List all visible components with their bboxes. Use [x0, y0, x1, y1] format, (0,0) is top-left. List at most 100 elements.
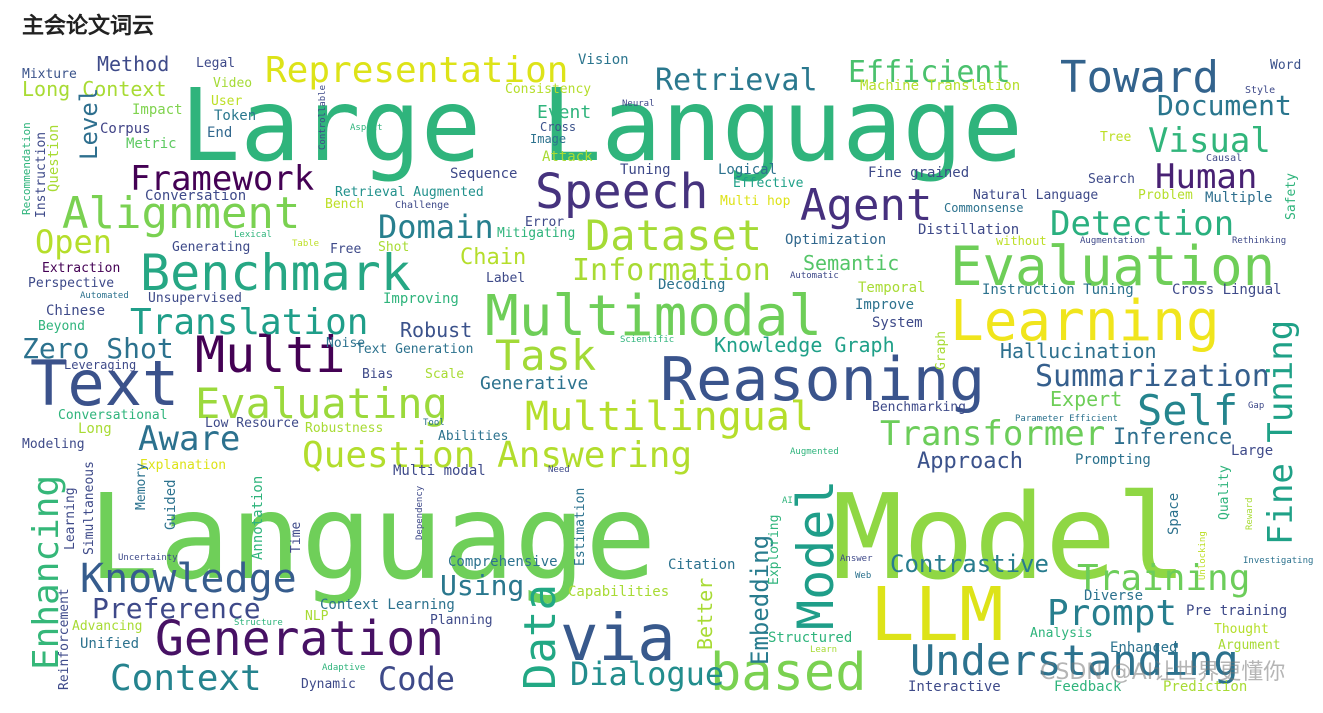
cloud-word: Error [525, 215, 564, 230]
cloud-word: Unsupervised [148, 291, 242, 306]
cloud-word: System [872, 315, 923, 331]
cloud-word: Better [693, 578, 717, 650]
cloud-word: Distillation [918, 222, 1019, 238]
cloud-word: Noise [326, 336, 365, 351]
cloud-word: Dynamic [301, 677, 356, 692]
cloud-word: Prompt [1047, 593, 1177, 634]
cloud-word: Evaluating [195, 379, 448, 428]
cloud-word: Lexical [234, 230, 272, 240]
cloud-word: Framework [130, 159, 314, 199]
cloud-word: Chain [460, 245, 526, 270]
cloud-word: Robust [400, 318, 472, 342]
cloud-word: Controllable [318, 85, 328, 150]
cloud-word: Document [1157, 89, 1292, 122]
cloud-word: Level [75, 88, 103, 160]
cloud-word: Impact [132, 102, 183, 118]
cloud-word: Human [1155, 157, 1257, 197]
cloud-word: Mitigating [497, 226, 575, 241]
cloud-word: Tuning [620, 162, 671, 178]
cloud-word: Large Language [180, 67, 1023, 184]
cloud-word: Enhanced [1110, 640, 1177, 656]
cloud-word: Retrieval Augmented [335, 185, 484, 200]
cloud-word: based [710, 643, 867, 703]
cloud-word: Language [88, 468, 656, 606]
cloud-word: Mixture [22, 67, 77, 82]
cloud-word: Open [35, 223, 112, 261]
cloud-word: Argument [1218, 638, 1281, 653]
cloud-word: Causal [1206, 153, 1242, 164]
cloud-word: Knowledge Graph [714, 333, 895, 357]
cloud-word: Text [30, 347, 179, 420]
cloud-word: Contrastive [890, 550, 1049, 578]
cloud-word: Instruction [34, 132, 49, 218]
cloud-word: Benchmarking [872, 400, 966, 415]
cloud-word: Simultaneous [82, 461, 97, 555]
cloud-word: Exploring [767, 515, 782, 585]
cloud-word: Summarization [1035, 359, 1270, 394]
cloud-word: Generative [480, 373, 588, 394]
cloud-word: Learning [63, 487, 78, 550]
cloud-word: Multilingual [525, 394, 814, 440]
cloud-word: Gap [1248, 401, 1264, 411]
cloud-word: Self [1137, 386, 1238, 435]
cloud-word: Domain [378, 208, 494, 246]
cloud-word: Style [1245, 85, 1275, 96]
cloud-word: Need [548, 465, 570, 475]
cloud-word: Uncertainty [118, 553, 178, 563]
cloud-word: Augmentation [1080, 236, 1145, 246]
cloud-word: End [207, 125, 232, 141]
cloud-word: Knowledge [80, 556, 297, 602]
cloud-word: Thought [1214, 622, 1269, 637]
cloud-word: Training [1077, 558, 1250, 599]
cloud-word: Learn [810, 645, 837, 655]
cloud-word: Model [832, 468, 1187, 606]
cloud-word: Neural [622, 99, 655, 109]
cloud-word: Multimodal [485, 284, 822, 349]
cloud-word: Web [855, 571, 871, 581]
cloud-word: Label [486, 271, 525, 286]
cloud-word: Inference [1113, 425, 1232, 450]
cloud-word: Multi modal [393, 463, 486, 479]
cloud-word: Embedding [746, 535, 774, 665]
cloud-word: Multiple [1205, 190, 1272, 206]
cloud-word: Retrieval [655, 63, 818, 98]
cloud-word: Aware [138, 419, 240, 459]
cloud-word: Conversation [145, 188, 246, 204]
cloud-word: Recommendation [20, 122, 33, 215]
cloud-word: Quality [1217, 465, 1232, 520]
cloud-word: Metric [126, 136, 177, 152]
cloud-word: User [211, 94, 242, 109]
cloud-word: Leveraging [64, 358, 136, 372]
cloud-word: Explanation [140, 458, 226, 473]
cloud-word: Long [78, 421, 112, 437]
cloud-word: Dependency [415, 485, 425, 540]
cloud-word: Generating [172, 240, 250, 255]
cloud-word: Fine grained [868, 165, 969, 181]
cloud-word: Scale [425, 367, 464, 382]
cloud-word: Pre training [1186, 603, 1287, 619]
cloud-word: Semantic [803, 251, 899, 275]
cloud-word: Bench [325, 197, 364, 212]
cloud-word: Dataset [585, 211, 762, 260]
cloud-word: Using [440, 569, 524, 602]
cloud-word: Representation [265, 50, 568, 91]
cloud-word: Reasoning [660, 345, 985, 415]
cloud-word: Attack [542, 149, 593, 165]
cloud-word: Challenge [395, 200, 449, 211]
cloud-word: AI [782, 496, 793, 506]
cloud-word: Analysis [1030, 626, 1093, 641]
cloud-word: Effective [733, 176, 804, 191]
cloud-word: Tree [1100, 130, 1131, 145]
cloud-word: Low Resource [205, 416, 299, 431]
cloud-word: Automated [80, 291, 129, 301]
cloud-word: NLP [305, 609, 329, 624]
cloud-word: Estimation [573, 488, 588, 566]
cloud-word: Tool [423, 418, 445, 428]
cloud-word: Commonsense [944, 201, 1023, 215]
cloud-word: Code [378, 660, 455, 698]
cloud-word: Reward [1245, 497, 1255, 530]
cloud-word: via [560, 602, 676, 676]
cloud-word: Interactive [908, 679, 1001, 695]
cloud-word: Prediction [1163, 679, 1247, 695]
cloud-word: Context Learning [320, 597, 455, 613]
